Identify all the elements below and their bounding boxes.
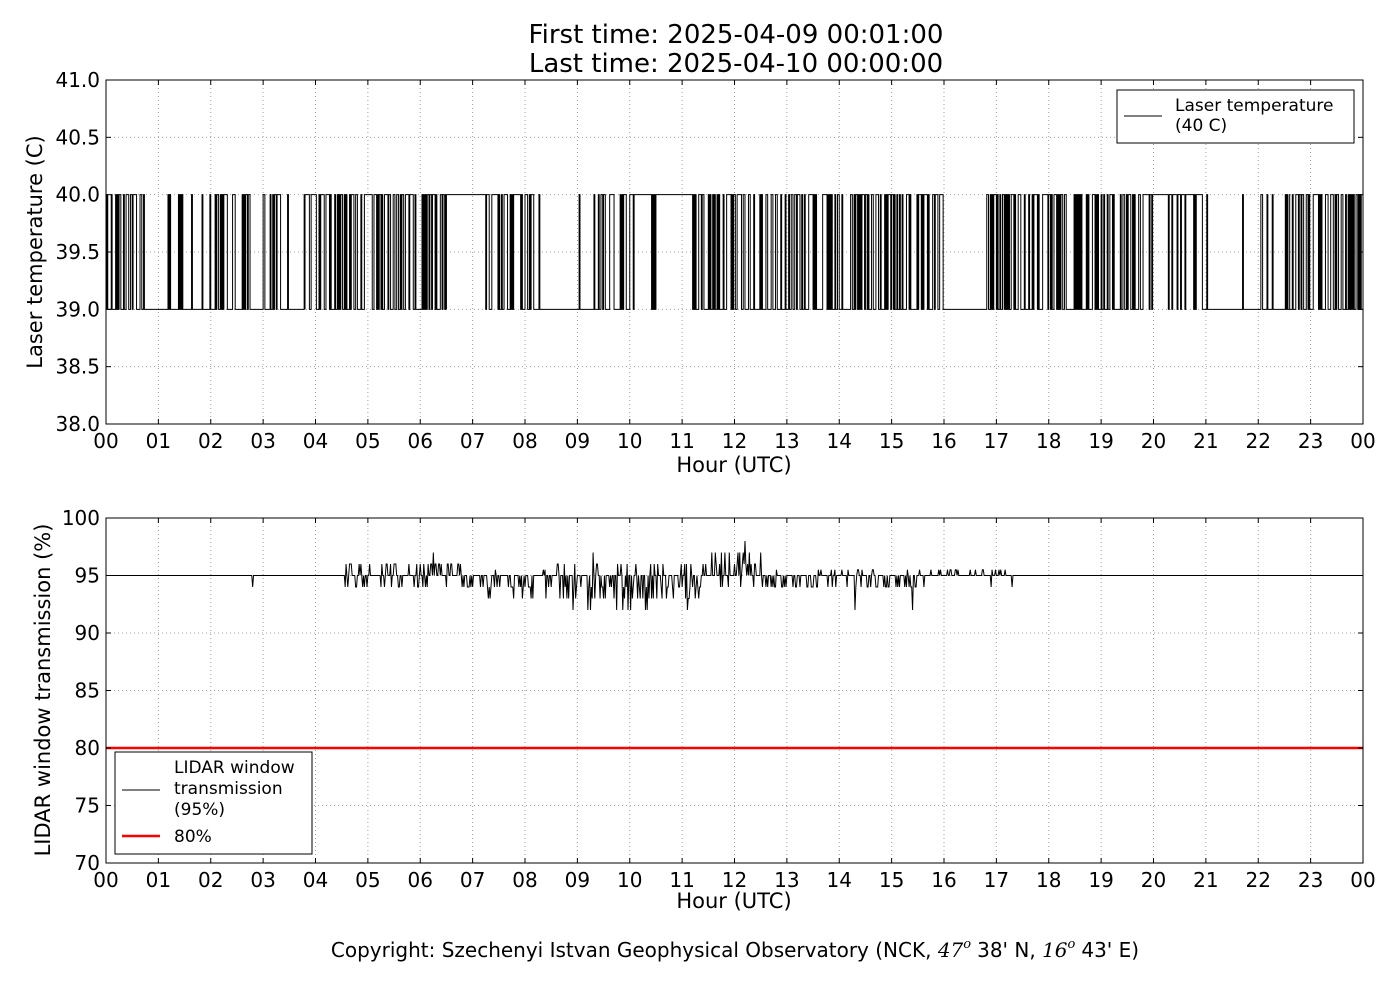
legend-label-1: Laser temperature <box>1175 96 1333 116</box>
x-tick-label: 01 <box>146 429 171 453</box>
x-tick-label: 00 <box>93 868 118 892</box>
x-tick-label: 00 <box>1350 868 1375 892</box>
copyright-footer: Copyright: Szechenyi Istvan Geophysical … <box>331 937 1139 962</box>
x-tick-label: 23 <box>1298 429 1323 453</box>
latitude-degrees: 47 <box>937 938 964 962</box>
x-tick-label: 00 <box>1350 429 1375 453</box>
x-tick-label: 19 <box>1088 429 1113 453</box>
laser-temperature-line <box>105 194 1363 310</box>
x-tick-label: 16 <box>931 429 956 453</box>
x-tick-label: 08 <box>512 868 537 892</box>
x-tick-label: 12 <box>722 429 747 453</box>
x-tick-label: 09 <box>565 868 590 892</box>
x-tick-label: 21 <box>1193 429 1218 453</box>
x-tick-label: 02 <box>198 868 223 892</box>
x-tick-label: 22 <box>1246 868 1271 892</box>
y-tick-label: 38.5 <box>55 355 100 379</box>
x-tick-label: 14 <box>827 429 852 453</box>
y-tick-label: 41.0 <box>55 68 100 92</box>
latitude-minutes: 38' N, <box>977 938 1042 962</box>
legend: Laser temperature (40 C) <box>1116 89 1355 144</box>
y-tick-label: 80 <box>75 736 100 760</box>
x-tick-label: 07 <box>460 429 485 453</box>
x-tick-label: 15 <box>879 868 904 892</box>
y-tick-label: 39.5 <box>55 240 100 264</box>
title-first-time: First time: 2025-04-09 00:01:00 <box>529 20 944 50</box>
x-tick-label: 20 <box>1141 868 1166 892</box>
x-tick-label: 14 <box>827 868 852 892</box>
x-tick-label: 17 <box>984 429 1009 453</box>
x-tick-label: 05 <box>355 429 380 453</box>
degree-mark: o <box>1068 937 1076 952</box>
y-tick-label: 85 <box>75 679 100 703</box>
x-tick-label: 19 <box>1088 868 1113 892</box>
x-tick-label: 03 <box>250 868 275 892</box>
x-tick-label: 11 <box>669 868 694 892</box>
lidar-transmission-panel: 00 01 02 03 04 05 06 07 08 09 10 11 12 13 14 15 16 17 18 19… <box>31 506 1376 913</box>
y-tick-label: 39.0 <box>55 297 100 321</box>
legend-label-transmission-3: (95%) <box>174 800 225 820</box>
x-tick-label: 09 <box>565 429 590 453</box>
x-tick-label: 10 <box>617 429 642 453</box>
x-tick-label: 05 <box>355 868 380 892</box>
y-tick-label: 38.0 <box>55 412 100 436</box>
y-tick-label: 100 <box>62 506 100 530</box>
legend: LIDAR window transmission (95%) 80% <box>114 751 313 855</box>
legend-label-transmission-1: LIDAR window <box>174 758 295 778</box>
x-tick-label: 11 <box>669 429 694 453</box>
y-axis-label: Laser temperature (C) <box>23 135 47 368</box>
longitude-degrees: 16 <box>1042 938 1068 962</box>
x-tick-label: 12 <box>722 868 747 892</box>
lidar-transmission-line <box>106 540 1363 611</box>
x-tick-label: 18 <box>1036 429 1061 453</box>
copyright-prefix: Copyright: Szechenyi Istvan Geophysical … <box>331 938 938 962</box>
y-tick-label: 70 <box>75 851 100 875</box>
x-axis-label: Hour (UTC) <box>676 453 791 477</box>
y-tick-label: 40.0 <box>55 183 100 207</box>
x-tick-label: 15 <box>879 429 904 453</box>
x-tick-label: 01 <box>146 868 171 892</box>
x-tick-label: 16 <box>931 868 956 892</box>
x-tick-label: 07 <box>460 868 485 892</box>
x-tick-label: 08 <box>512 429 537 453</box>
legend-label-2: (40 C) <box>1175 116 1227 136</box>
longitude-minutes: 43' E) <box>1081 938 1139 962</box>
x-tick-label: 23 <box>1298 868 1323 892</box>
legend-label-transmission-2: transmission <box>174 779 283 799</box>
x-tick-label: 21 <box>1193 868 1218 892</box>
axis-ticks: 00 01 02 03 04 05 06 07 08 09 10 11 12 13 14 15 16 17 18 19… <box>62 506 1376 892</box>
x-tick-label: 04 <box>303 429 328 453</box>
title-last-time: Last time: 2025-04-10 00:00:00 <box>529 49 943 79</box>
x-tick-label: 22 <box>1246 429 1271 453</box>
x-tick-label: 03 <box>250 429 275 453</box>
laser-temperature-panel: 00 01 02 03 04 05 06 07 08 09 10 11 12 13 14 15 16 17 18 19… <box>23 68 1376 477</box>
x-axis-label: Hour (UTC) <box>676 889 791 913</box>
x-tick-label: 02 <box>198 429 223 453</box>
y-tick-label: 75 <box>75 794 100 818</box>
legend-label-threshold: 80% <box>174 827 212 847</box>
degree-mark: o <box>963 937 971 952</box>
x-tick-label: 00 <box>93 429 118 453</box>
x-tick-label: 06 <box>408 429 433 453</box>
x-tick-label: 04 <box>303 868 328 892</box>
y-tick-label: 90 <box>75 621 100 645</box>
y-tick-label: 95 <box>75 564 100 588</box>
x-tick-label: 17 <box>984 868 1009 892</box>
y-tick-label: 40.5 <box>55 125 100 149</box>
axis-ticks: 00 01 02 03 04 05 06 07 08 09 10 11 12 13 14 15 16 17 18 19… <box>55 68 1375 453</box>
x-tick-label: 18 <box>1036 868 1061 892</box>
lidar-transmission-series <box>106 540 1363 611</box>
x-tick-label: 20 <box>1141 429 1166 453</box>
x-tick-label: 13 <box>774 429 799 453</box>
grid <box>106 518 1363 863</box>
x-tick-label: 06 <box>408 868 433 892</box>
x-tick-label: 13 <box>774 868 799 892</box>
laser-temperature-series <box>105 194 1363 310</box>
y-axis-label: LIDAR window transmission (%) <box>31 524 55 857</box>
x-tick-label: 10 <box>617 868 642 892</box>
